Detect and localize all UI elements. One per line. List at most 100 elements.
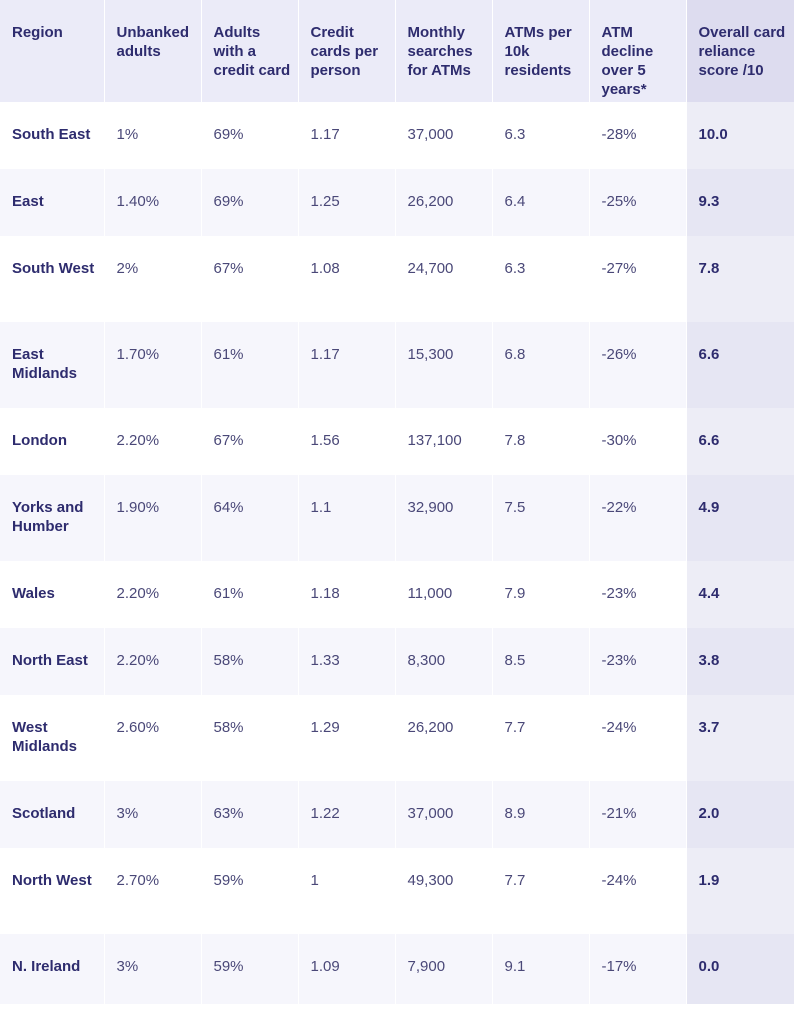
score-cell: 3.8 xyxy=(686,628,794,695)
score-cell: 2.0 xyxy=(686,781,794,848)
score-cell: 1.9 xyxy=(686,848,794,934)
cards-per-person-cell: 1.56 xyxy=(298,408,396,475)
region-cell: North West xyxy=(0,848,105,934)
score-cell: 9.3 xyxy=(686,169,794,236)
unbanked-cell: 2% xyxy=(104,236,202,322)
unbanked-cell: 2.60% xyxy=(104,695,202,781)
table-row: West Midlands 2.60% 58% 1.29 26,200 7.7 -24% 3.… xyxy=(0,695,794,781)
header-atms-per-10k: ATMs per 10k residents xyxy=(492,0,590,102)
atm-decline-cell: -27% xyxy=(589,236,687,322)
atms-per-10k-cell: 6.8 xyxy=(492,322,590,408)
atm-searches-cell: 7,900 xyxy=(395,934,493,1004)
atms-per-10k-cell: 8.9 xyxy=(492,781,590,848)
atms-per-10k-cell: 6.3 xyxy=(492,236,590,322)
score-cell: 6.6 xyxy=(686,408,794,475)
table-row: East 1.40% 69% 1.25 26,200 6.4 -25% 9.3 xyxy=(0,169,794,236)
credit-adults-cell: 61% xyxy=(201,561,299,628)
table-row: Yorks and Humber 1.90% 64% 1.1 32,900 7.5 -22%… xyxy=(0,475,794,561)
cards-per-person-cell: 1.17 xyxy=(298,322,396,408)
region-cell: East Midlands xyxy=(0,322,105,408)
atms-per-10k-cell: 7.5 xyxy=(492,475,590,561)
table-row: North West 2.70% 59% 1 49,300 7.7 -24% 1.9 xyxy=(0,848,794,934)
region-cell: London xyxy=(0,408,105,475)
atm-decline-cell: -24% xyxy=(589,695,687,781)
unbanked-cell: 3% xyxy=(104,934,202,1004)
atms-per-10k-cell: 7.9 xyxy=(492,561,590,628)
cards-per-person-cell: 1.29 xyxy=(298,695,396,781)
atm-decline-cell: -28% xyxy=(589,102,687,169)
credit-adults-cell: 64% xyxy=(201,475,299,561)
credit-adults-cell: 67% xyxy=(201,408,299,475)
cards-per-person-cell: 1.33 xyxy=(298,628,396,695)
atm-searches-cell: 37,000 xyxy=(395,781,493,848)
cards-per-person-cell: 1.1 xyxy=(298,475,396,561)
unbanked-cell: 2.70% xyxy=(104,848,202,934)
atms-per-10k-cell: 7.7 xyxy=(492,848,590,934)
atm-decline-cell: -24% xyxy=(589,848,687,934)
atms-per-10k-cell: 7.7 xyxy=(492,695,590,781)
table-row: Wales 2.20% 61% 1.18 11,000 7.9 -23% 4.4 xyxy=(0,561,794,628)
region-cell: South East xyxy=(0,102,105,169)
region-cell: Wales xyxy=(0,561,105,628)
header-monthly-searches: Monthly searches for ATMs xyxy=(395,0,493,102)
table-row: London 2.20% 67% 1.56 137,100 7.8 -30% 6.6 xyxy=(0,408,794,475)
header-atm-decline: ATM decline over 5 years* xyxy=(589,0,687,102)
unbanked-cell: 1.90% xyxy=(104,475,202,561)
table-row: Scotland 3% 63% 1.22 37,000 8.9 -21% 2.0 xyxy=(0,781,794,848)
header-unbanked-adults: Unbanked adults xyxy=(104,0,202,102)
credit-adults-cell: 61% xyxy=(201,322,299,408)
credit-adults-cell: 58% xyxy=(201,695,299,781)
credit-adults-cell: 58% xyxy=(201,628,299,695)
unbanked-cell: 3% xyxy=(104,781,202,848)
table-row: South East 1% 69% 1.17 37,000 6.3 -28% 10.0 xyxy=(0,102,794,169)
atm-searches-cell: 8,300 xyxy=(395,628,493,695)
score-cell: 0.0 xyxy=(686,934,794,1004)
table-row: East Midlands 1.70% 61% 1.17 15,300 6.8 -26% 6.… xyxy=(0,322,794,408)
atm-decline-cell: -30% xyxy=(589,408,687,475)
atm-decline-cell: -17% xyxy=(589,934,687,1004)
region-cell: East xyxy=(0,169,105,236)
atms-per-10k-cell: 7.8 xyxy=(492,408,590,475)
header-region: Region xyxy=(0,0,105,102)
region-cell: South West xyxy=(0,236,105,322)
header-credit-cards-per-person: Credit cards per person xyxy=(298,0,396,102)
cards-per-person-cell: 1.17 xyxy=(298,102,396,169)
cards-per-person-cell: 1.25 xyxy=(298,169,396,236)
score-cell: 7.8 xyxy=(686,236,794,322)
atm-decline-cell: -26% xyxy=(589,322,687,408)
atm-searches-cell: 11,000 xyxy=(395,561,493,628)
region-cell: Scotland xyxy=(0,781,105,848)
atm-searches-cell: 24,700 xyxy=(395,236,493,322)
cards-per-person-cell: 1.08 xyxy=(298,236,396,322)
table-header-row: Region Unbanked adults Adults with a cre… xyxy=(0,0,794,102)
unbanked-cell: 1.40% xyxy=(104,169,202,236)
unbanked-cell: 1% xyxy=(104,102,202,169)
unbanked-cell: 2.20% xyxy=(104,408,202,475)
unbanked-cell: 1.70% xyxy=(104,322,202,408)
region-cell: North East xyxy=(0,628,105,695)
atm-decline-cell: -22% xyxy=(589,475,687,561)
atm-searches-cell: 26,200 xyxy=(395,695,493,781)
table-row: North East 2.20% 58% 1.33 8,300 8.5 -23% 3.8 xyxy=(0,628,794,695)
atm-searches-cell: 49,300 xyxy=(395,848,493,934)
table-row: N. Ireland 3% 59% 1.09 7,900 9.1 -17% 0.0 xyxy=(0,934,794,1004)
cards-per-person-cell: 1.18 xyxy=(298,561,396,628)
score-cell: 3.7 xyxy=(686,695,794,781)
score-cell: 4.9 xyxy=(686,475,794,561)
cards-per-person-cell: 1.09 xyxy=(298,934,396,1004)
atm-decline-cell: -23% xyxy=(589,561,687,628)
cards-per-person-cell: 1.22 xyxy=(298,781,396,848)
score-cell: 6.6 xyxy=(686,322,794,408)
score-cell: 4.4 xyxy=(686,561,794,628)
atm-searches-cell: 32,900 xyxy=(395,475,493,561)
atm-searches-cell: 15,300 xyxy=(395,322,493,408)
credit-adults-cell: 67% xyxy=(201,236,299,322)
credit-adults-cell: 69% xyxy=(201,169,299,236)
atms-per-10k-cell: 9.1 xyxy=(492,934,590,1004)
region-cell: Yorks and Humber xyxy=(0,475,105,561)
table-row: South West 2% 67% 1.08 24,700 6.3 -27% 7.8 xyxy=(0,236,794,322)
atm-decline-cell: -25% xyxy=(589,169,687,236)
atm-searches-cell: 37,000 xyxy=(395,102,493,169)
region-cell: West Midlands xyxy=(0,695,105,781)
header-adults-credit-card: Adults with a credit card xyxy=(201,0,299,102)
